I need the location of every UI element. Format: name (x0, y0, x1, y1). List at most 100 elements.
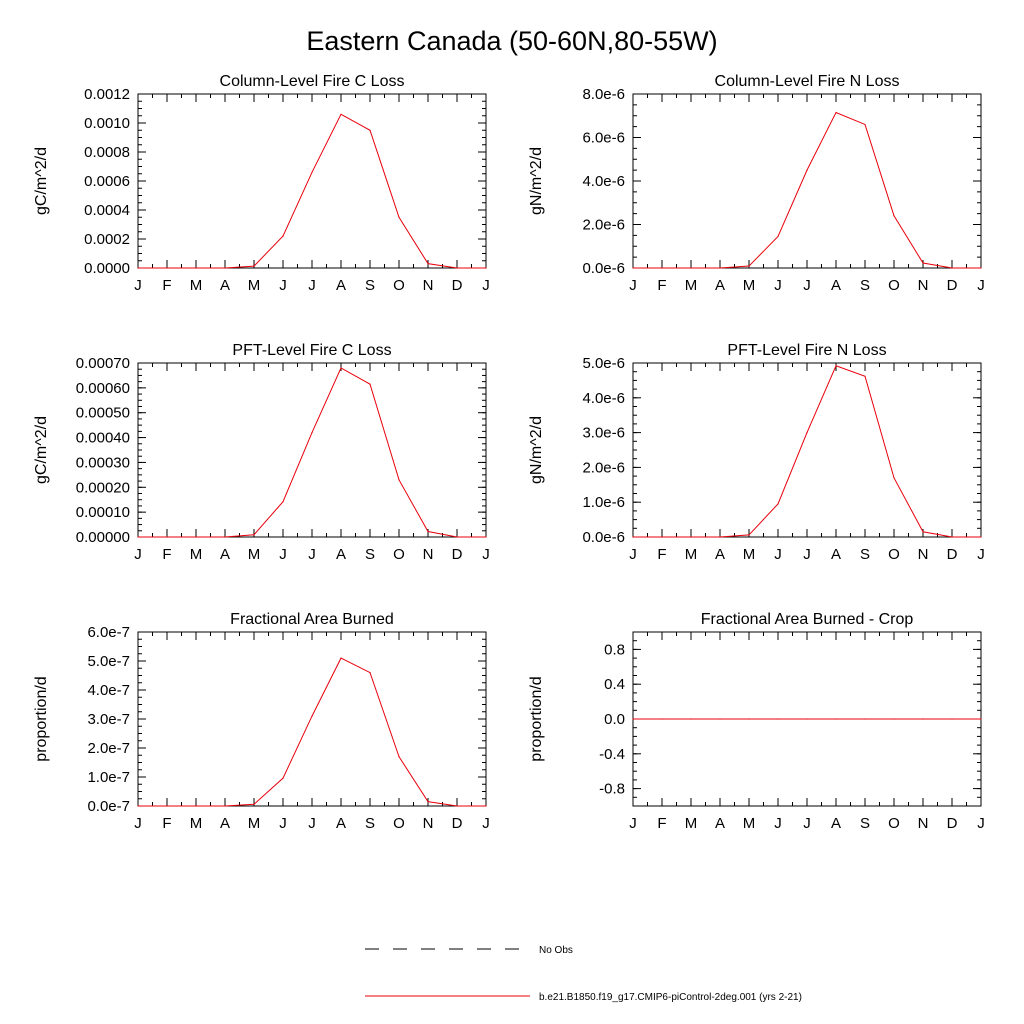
x-tick-label: J (482, 546, 490, 563)
y-tick-label: 0.4 (604, 676, 625, 693)
x-tick-label: A (336, 546, 346, 563)
x-tick-label: J (482, 815, 490, 832)
data-point (748, 718, 750, 720)
y-tick-label: 0.0e-6 (582, 260, 625, 277)
data-point (632, 267, 634, 269)
x-tick-label: M (685, 277, 698, 294)
data-point (427, 801, 429, 803)
x-tick-label: J (308, 546, 316, 563)
data-point (951, 267, 953, 269)
plot-frame (632, 93, 982, 269)
y-tick-label: 4.0e-7 (87, 682, 130, 699)
figure-title: Eastern Canada (50-60N,80-55W) (306, 26, 717, 56)
y-tick-label: 2.0e-7 (87, 740, 130, 757)
x-tick-label: S (860, 277, 870, 294)
x-tick-label: O (393, 277, 405, 294)
x-tick-label: M (248, 546, 261, 563)
x-tick-label: J (134, 277, 142, 294)
data-point (719, 536, 721, 538)
data-point (951, 536, 953, 538)
data-point (951, 718, 953, 720)
data-point (893, 215, 895, 217)
data-point (661, 536, 663, 538)
x-tick-label: O (888, 277, 900, 294)
data-point (398, 479, 400, 481)
data-point (456, 805, 458, 807)
x-tick-label: M (685, 546, 698, 563)
data-point (893, 477, 895, 479)
series-line (138, 367, 486, 538)
y-tick-label: 1.0e-7 (87, 769, 130, 786)
y-tick-label: 0.0e-7 (87, 798, 130, 815)
legend: No Obs b.e21.B1850.f19_g17.CMIP6-piContro… (365, 945, 802, 1003)
x-tick-label: A (831, 546, 841, 563)
x-tick-label: S (365, 277, 375, 294)
data-point (195, 536, 197, 538)
x-tick-label: A (715, 277, 725, 294)
panel-title: PFT-Level Fire N Loss (727, 342, 886, 359)
x-tick-label: J (774, 277, 782, 294)
data-point (369, 672, 371, 674)
data-point (253, 265, 255, 267)
x-tick-label: O (888, 546, 900, 563)
y-tick-label: 4.0e-6 (582, 173, 625, 190)
data-point (690, 718, 692, 720)
y-tick-label: 0.00010 (76, 504, 130, 521)
data-point (282, 235, 284, 237)
data-point (864, 718, 866, 720)
x-tick-label: N (423, 546, 434, 563)
y-tick-label: 0.00000 (76, 529, 130, 546)
data-point (690, 267, 692, 269)
x-tick-label: N (918, 546, 929, 563)
y-tick-label: 0.0000 (84, 260, 130, 277)
x-tick-label: N (918, 277, 929, 294)
x-tick-label: J (279, 546, 287, 563)
data-point (340, 657, 342, 659)
x-tick-label: J (629, 815, 637, 832)
x-tick-label: F (657, 546, 666, 563)
x-tick-label: J (134, 815, 142, 832)
data-point (922, 718, 924, 720)
data-point (806, 169, 808, 171)
data-point (864, 375, 866, 377)
series-line (633, 111, 981, 269)
x-tick-label: J (774, 815, 782, 832)
x-tick-label: N (423, 277, 434, 294)
data-point (398, 756, 400, 758)
panel-title: Fractional Area Burned (230, 611, 394, 628)
data-point (922, 262, 924, 264)
data-point (456, 536, 458, 538)
y-tick-label: 0.0e-6 (582, 529, 625, 546)
data-point (166, 267, 168, 269)
x-tick-label: F (657, 815, 666, 832)
y-axis-label: gC/m^2/d (33, 147, 50, 215)
y-axis-label: gN/m^2/d (528, 147, 545, 215)
x-tick-label: N (423, 815, 434, 832)
data-point (835, 111, 837, 114)
y-tick-label: 0.0002 (84, 231, 130, 248)
x-tick-label: A (831, 277, 841, 294)
x-tick-label: M (248, 815, 261, 832)
data-point (835, 365, 837, 367)
x-tick-label: D (452, 815, 463, 832)
x-tick-label: S (365, 815, 375, 832)
data-point (835, 718, 837, 720)
x-tick-label: F (162, 277, 171, 294)
series-line (138, 113, 486, 269)
data-point (166, 536, 168, 538)
y-tick-label: 5.0e-7 (87, 653, 130, 670)
data-point (253, 803, 255, 805)
data-point (980, 267, 982, 269)
x-tick-label: M (190, 277, 203, 294)
y-tick-label: 1.0e-6 (582, 494, 625, 511)
data-point (311, 432, 313, 434)
y-tick-label: -0.4 (599, 746, 625, 763)
x-tick-label: O (393, 546, 405, 563)
x-tick-label: A (715, 815, 725, 832)
data-point (806, 718, 808, 720)
x-tick-label: M (190, 815, 203, 832)
data-point (777, 718, 779, 720)
y-tick-label: 4.0e-6 (582, 390, 625, 407)
